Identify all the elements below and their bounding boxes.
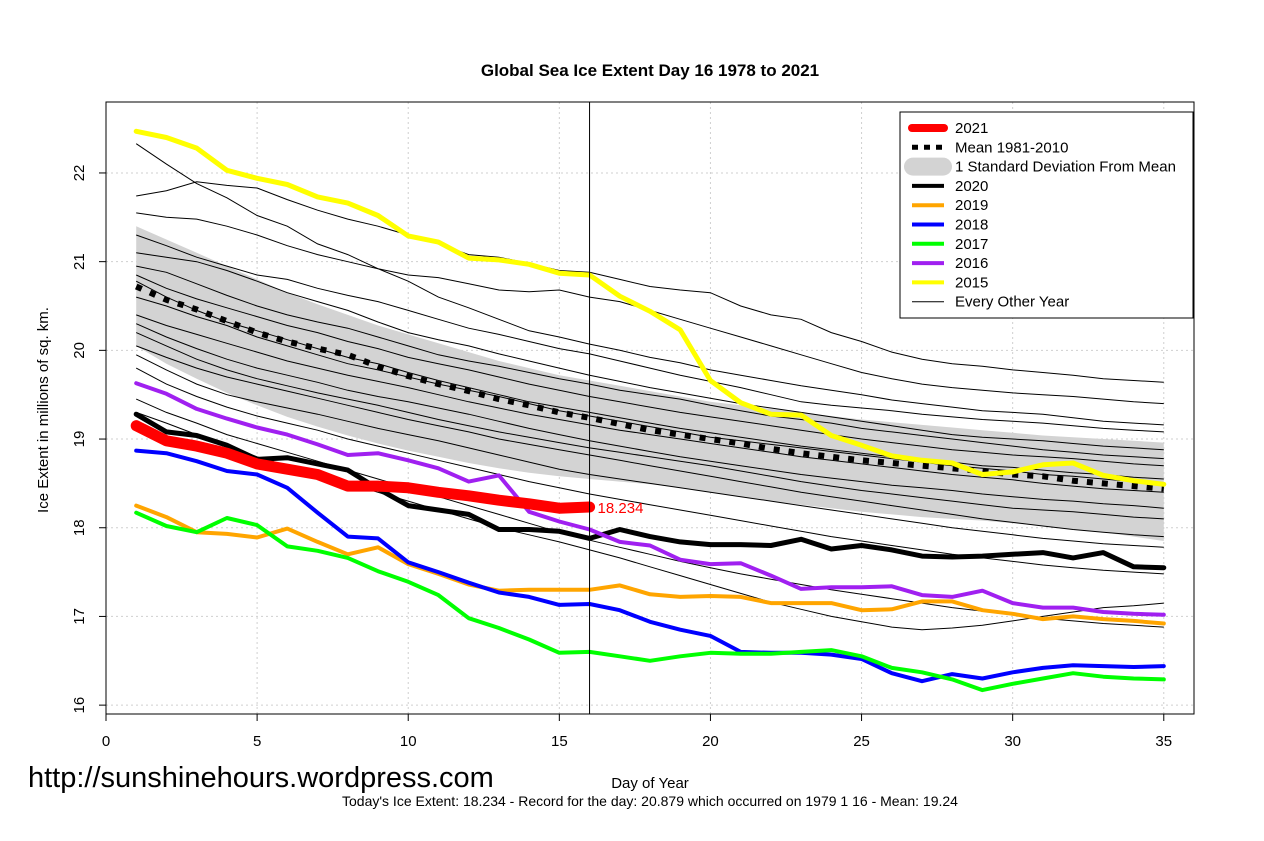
series-line-2020 bbox=[133, 411, 1167, 571]
legend: 2021 Mean 1981-2010 1 Standard Deviation F… bbox=[899, 111, 1194, 319]
legend-label: 2018 bbox=[955, 217, 988, 234]
legend-swatch bbox=[904, 157, 952, 176]
std-band bbox=[136, 226, 1164, 541]
std-band-group bbox=[136, 226, 1164, 541]
legend-label: 2015 bbox=[955, 274, 988, 291]
legend-label: 2019 bbox=[955, 197, 988, 214]
x-tick-label: 0 bbox=[102, 733, 110, 750]
other-year-line bbox=[136, 345, 1164, 538]
y-tick-label: 16 bbox=[71, 697, 88, 714]
x-tick-label: 35 bbox=[1155, 733, 1172, 750]
other-year-line bbox=[135, 332, 1164, 520]
x-tick-label: 5 bbox=[253, 733, 261, 750]
other-year-line bbox=[135, 323, 1164, 509]
y-axis-label: Ice Extent in millions of sq. km. bbox=[35, 307, 52, 513]
other-year-line bbox=[136, 314, 1164, 493]
plot-frame bbox=[105, 101, 1195, 715]
legend-label: 2020 bbox=[955, 178, 988, 195]
series-lines bbox=[130, 128, 1167, 693]
other-year-line bbox=[135, 354, 1164, 548]
current-value-label: 18.234 bbox=[598, 500, 644, 517]
other-year-line bbox=[136, 265, 1164, 460]
legend-label: Mean 1981-2010 bbox=[955, 139, 1068, 156]
legend-label: 2017 bbox=[955, 236, 988, 253]
series-line-2017 bbox=[134, 510, 1166, 693]
x-axis-label: Day of Year bbox=[611, 775, 689, 792]
series-line-2018 bbox=[134, 448, 1166, 684]
y-tick-label: 22 bbox=[71, 165, 88, 182]
other-year-line bbox=[136, 296, 1164, 484]
other-year-line bbox=[135, 143, 1164, 426]
y-tick-label: 21 bbox=[71, 253, 88, 270]
y-tick-label: 18 bbox=[71, 519, 88, 536]
x-tick-label: 20 bbox=[702, 733, 719, 750]
chart-title: Global Sea Ice Extent Day 16 1978 to 202… bbox=[481, 61, 819, 80]
legend-label: Every Other Year bbox=[955, 294, 1069, 311]
other-year-line bbox=[135, 274, 1164, 467]
other-year-line bbox=[136, 181, 1164, 383]
y-tick-label: 20 bbox=[71, 342, 88, 359]
series-line-2015 bbox=[133, 128, 1167, 487]
legend-label: 2021 bbox=[955, 120, 988, 137]
series-line-2019 bbox=[134, 503, 1166, 626]
y-tick-label: 19 bbox=[71, 431, 88, 448]
summary-note: Today's Ice Extent: 18.234 - Record for … bbox=[342, 793, 958, 809]
series-line-mean-1981-2010 bbox=[134, 283, 1165, 492]
watermark-url: http://sunshinehours.wordpress.com bbox=[28, 762, 494, 794]
other-year-line bbox=[135, 367, 1164, 575]
series-line-2016 bbox=[134, 381, 1166, 617]
legend-label: 1 Standard Deviation From Mean bbox=[955, 159, 1176, 176]
other-year-line bbox=[136, 234, 1164, 433]
x-tick-label: 30 bbox=[1004, 733, 1021, 750]
legend-label: 2016 bbox=[955, 255, 988, 272]
y-tick-label: 17 bbox=[71, 608, 88, 625]
x-tick-label: 10 bbox=[400, 733, 417, 750]
other-year-line bbox=[136, 252, 1164, 451]
x-tick-label: 25 bbox=[853, 733, 870, 750]
y-axis: 16 17 18 19 20 21 22 bbox=[71, 165, 106, 714]
series-line-2021 bbox=[130, 420, 596, 514]
x-tick-label: 15 bbox=[551, 733, 568, 750]
x-axis: 0 5 10 15 20 25 30 35 bbox=[102, 714, 1172, 750]
legend-box bbox=[899, 111, 1194, 319]
